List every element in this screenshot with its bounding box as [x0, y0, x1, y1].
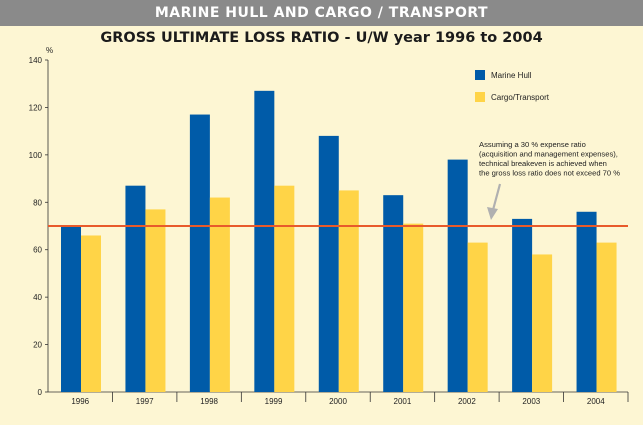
chart-title: GROSS ULTIMATE LOSS RATIO - U/W year 199…: [100, 30, 543, 46]
y-tick-label: 140: [29, 56, 43, 65]
bar-marine-hull-1996: [61, 226, 81, 392]
y-tick-label: 20: [33, 341, 42, 350]
annotation-line: (acquisition and management expenses),: [479, 150, 618, 159]
x-tick-label: 2003: [522, 397, 540, 406]
bar-cargo-transport-2002: [467, 242, 488, 392]
x-tick-label: 2000: [329, 397, 347, 406]
x-tick-label: 2001: [394, 397, 412, 406]
y-tick-label: 80: [33, 198, 42, 207]
bar-marine-hull-2002: [447, 159, 468, 392]
legend-swatch-marine-hull: [475, 70, 485, 80]
labels: 1996 1997 1998 1999 2000 2001 2002 2003 2004: [71, 397, 605, 406]
bar-cargo-transport-2000: [338, 190, 359, 392]
x-tick-label: 1998: [200, 397, 218, 406]
y-tick-label: 120: [29, 103, 43, 112]
annotation-arrow-shaft: [491, 183, 502, 211]
legend-label-marine-hull: Marine Hull: [491, 71, 532, 80]
bar-cargo-transport-2001: [403, 223, 424, 392]
bar-marine-hull-1997: [125, 185, 146, 392]
x-tick-label: 2002: [458, 397, 476, 406]
annotation-line: Assuming a 30 % expense ratio: [479, 140, 586, 149]
annotation: Assuming a 30 % expense ratio(acquisitio…: [479, 140, 620, 220]
bar-cargo-transport-1996: [81, 235, 101, 392]
bar-cargo-transport-2003: [532, 254, 553, 392]
y-tick-label: 100: [29, 151, 43, 160]
bar-marine-hull-2003: [512, 218, 533, 392]
annotation-line: the gross loss ratio does not exceed 70 …: [479, 169, 620, 178]
x-tick-label: 2004: [587, 397, 605, 406]
bar-cargo-transport-2004: [596, 242, 617, 392]
x-tick-label: 1997: [136, 397, 154, 406]
bar-cargo-transport-1997: [145, 209, 166, 392]
y-tick-label: 40: [33, 293, 42, 302]
annotation-line: technical breakeven is achieved when: [479, 159, 607, 168]
x-tick-label: 1996: [71, 397, 89, 406]
bar-marine-hull-2001: [383, 195, 404, 392]
annotation-arrow-head: [487, 207, 498, 220]
bar-marine-hull-2000: [318, 135, 339, 392]
bar-marine-hull-2004: [576, 211, 597, 392]
legend-swatch-cargo-transport: [475, 92, 485, 102]
bars: [61, 90, 617, 393]
section-banner: MARINE HULL AND CARGO / TRANSPORT: [0, 0, 643, 26]
y-axis-label: %: [46, 46, 53, 55]
bar-cargo-transport-1999: [274, 185, 295, 392]
y-tick-label: 0: [38, 388, 43, 397]
x-tick-label: 1999: [265, 397, 283, 406]
y-tick-label: 60: [33, 246, 42, 255]
bar-cargo-transport-1998: [209, 197, 230, 392]
bar-marine-hull-1998: [189, 114, 210, 393]
legend: Marine Hull Cargo/Transport: [475, 70, 550, 102]
legend-label-cargo-transport: Cargo/Transport: [491, 93, 550, 102]
bar-marine-hull-1999: [254, 90, 275, 392]
